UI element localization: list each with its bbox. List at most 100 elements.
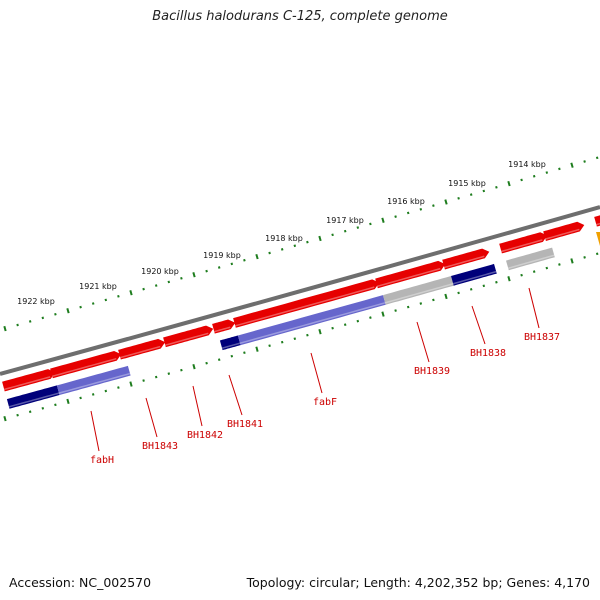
inner-tick (381, 311, 385, 317)
inner-tick (419, 302, 423, 305)
inner-tick (558, 263, 561, 266)
gene-label[interactable]: BH1843 (142, 441, 178, 452)
inner-tick (457, 291, 460, 295)
forward-gene-shade (235, 286, 375, 327)
outer-tick (482, 189, 486, 193)
forward-gene[interactable] (212, 319, 236, 334)
forward-gene[interactable] (375, 260, 446, 289)
inner-tick (444, 293, 448, 300)
genome-backbone (0, 205, 600, 376)
outer-tick (520, 178, 523, 182)
forward-gene[interactable] (233, 279, 380, 328)
gene-label[interactable]: BH1838 (470, 348, 506, 359)
forward-gene-shade (4, 376, 51, 391)
inner-tick (243, 351, 246, 355)
inner-tick (432, 298, 435, 302)
kbp-label: 1922 kbp (17, 297, 55, 306)
forward-gene[interactable] (163, 325, 214, 348)
inner-scale-ticks (3, 252, 599, 422)
blast-hit[interactable] (6, 385, 60, 409)
outer-tick (54, 312, 57, 316)
gene-label[interactable]: BH1841 (227, 419, 263, 430)
outer-tick (129, 290, 133, 296)
inner-tick (545, 266, 549, 270)
gene-labels[interactable]: BH1837 BH1838 BH1839 fabF BH1841 BH1842 BH1843… (90, 287, 560, 466)
outer-tick (394, 215, 397, 218)
inner-tick (230, 354, 234, 358)
inner-tick (570, 258, 574, 264)
no-hit-feature[interactable] (506, 247, 555, 271)
outer-tick (595, 156, 599, 160)
forward-gene[interactable] (543, 221, 585, 241)
blast-hit-partial-shade (239, 302, 386, 344)
forward-gene[interactable] (442, 248, 490, 270)
inner-tick (356, 319, 360, 323)
outer-tick (243, 258, 246, 262)
blast-hit-shade (221, 342, 241, 349)
forward-gene-shade (596, 222, 600, 226)
accession-text: Accession: NC_002570 (9, 575, 152, 590)
outer-tick (255, 253, 259, 260)
inner-tick (520, 273, 523, 277)
forward-gene-shade (501, 239, 543, 253)
inner-tick (583, 256, 586, 259)
kbp-label: 1917 kbp (326, 216, 364, 225)
outer-tick (154, 284, 158, 287)
forward-gene[interactable] (118, 338, 166, 360)
label-leader-line (228, 374, 243, 416)
genome-summary-text: Topology: circular; Length: 4,202,352 bp… (246, 575, 590, 590)
map-title: Bacillus halodurans C-125, complete geno… (152, 9, 448, 24)
kbp-label: 1921 kbp (79, 282, 117, 291)
outer-tick (104, 298, 108, 302)
blast-hit-partial-shade (58, 372, 131, 394)
gene-features[interactable] (2, 215, 600, 409)
inner-tick (255, 346, 259, 352)
label-leader-line (90, 410, 100, 452)
inner-tick (507, 276, 511, 282)
gene-label[interactable]: BH1839 (414, 366, 450, 377)
label-leader-line (192, 385, 203, 427)
forward-gene-shade (214, 326, 231, 333)
inner-tick (66, 398, 70, 405)
inner-tick (595, 252, 599, 256)
gene-label[interactable]: fabH (90, 455, 114, 466)
inner-tick (495, 280, 498, 284)
outer-tick (444, 199, 448, 205)
no-hit-feature[interactable] (383, 276, 454, 305)
special-feature-marker[interactable] (596, 232, 600, 246)
inner-tick (3, 415, 7, 422)
gene-label[interactable]: BH1837 (524, 332, 560, 343)
forward-gene-shade (120, 345, 161, 359)
blast-hit-partial[interactable] (237, 295, 386, 346)
inner-tick (293, 337, 297, 341)
outer-tick (583, 160, 586, 163)
blast-hit-partial[interactable] (56, 365, 131, 395)
forward-gene[interactable] (499, 232, 548, 254)
inner-tick (117, 386, 120, 389)
blast-hit[interactable] (451, 263, 497, 286)
outer-tick (230, 262, 234, 266)
gene-label[interactable]: fabF (313, 397, 337, 408)
outer-tick (142, 287, 145, 291)
outer-tick (507, 180, 511, 187)
kbp-label: 1919 kbp (203, 251, 241, 260)
forward-gene[interactable] (2, 369, 56, 392)
outer-tick (331, 233, 334, 237)
inner-tick (469, 288, 473, 291)
kbp-label: 1915 kbp (448, 179, 486, 188)
gene-label[interactable]: BH1842 (187, 430, 223, 441)
blast-hit[interactable] (219, 335, 241, 351)
outer-tick (293, 244, 297, 248)
outer-tick (16, 323, 19, 327)
inner-tick (394, 309, 397, 312)
forward-gene[interactable] (50, 351, 122, 379)
outer-tick (217, 266, 221, 269)
inner-tick (142, 379, 145, 382)
forward-gene[interactable] (594, 215, 600, 227)
inner-tick (406, 305, 410, 309)
label-leader-line (471, 305, 486, 345)
inner-tick (205, 361, 208, 365)
outer-tick (356, 226, 360, 229)
outer-tick (306, 240, 309, 244)
outer-tick (280, 248, 284, 251)
